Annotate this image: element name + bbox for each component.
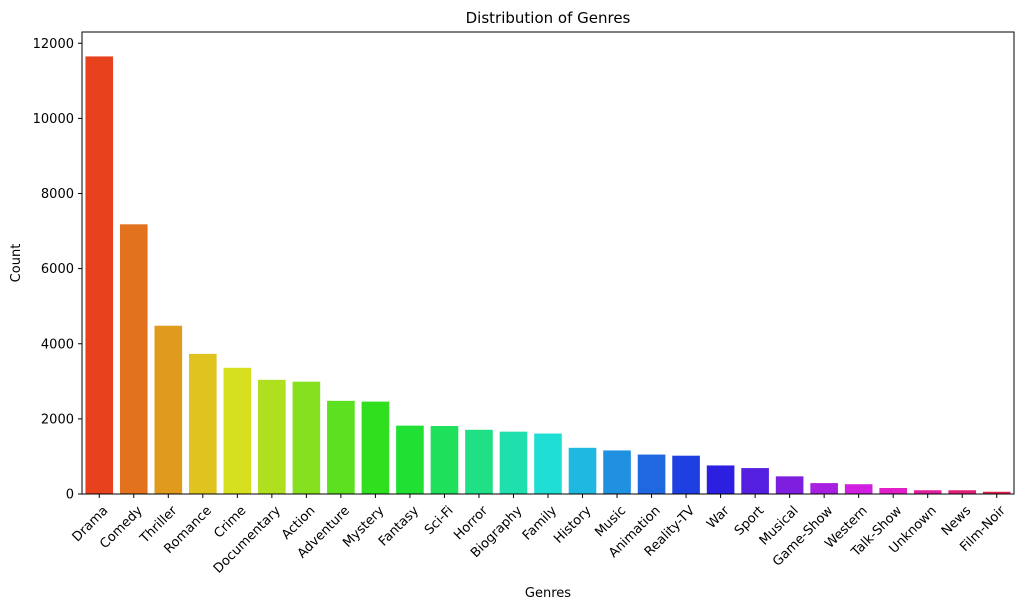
y-tick-label: 0: [66, 488, 74, 503]
bar-unknown: [913, 490, 942, 494]
y-tick-label: 8000: [41, 187, 74, 202]
bar-drama: [85, 56, 114, 494]
y-tick-label: 10000: [33, 112, 74, 127]
y-tick-label: 6000: [41, 262, 74, 277]
x-axis: DramaComedyThrillerRomanceCrimeDocumenta…: [70, 494, 1009, 577]
bar-fantasy: [396, 425, 424, 494]
bar-romance: [189, 353, 217, 494]
bar-family: [534, 433, 562, 494]
y-tick-label: 2000: [41, 412, 74, 427]
y-axis-title: Count: [9, 244, 24, 283]
bar-news: [948, 490, 977, 494]
y-axis: 0 2000 4000 6000 8000 10000 12000: [33, 37, 82, 503]
bar-reality-tv: [672, 455, 700, 494]
x-tick-label: War: [704, 503, 733, 532]
bar-comedy: [119, 224, 148, 494]
bar-talk-show: [879, 487, 907, 494]
y-tick-label: 4000: [41, 337, 74, 352]
bar-mystery: [361, 401, 390, 494]
chart-title: Distribution of Genres: [466, 9, 631, 27]
bar-horror: [465, 429, 493, 494]
bar-war: [706, 465, 735, 494]
x-tick-label: History: [551, 503, 595, 547]
bar-musical: [775, 476, 804, 494]
bar-crime: [223, 367, 252, 494]
bars: [85, 56, 1011, 494]
bar-biography: [499, 431, 528, 494]
bar-game-show: [810, 483, 838, 494]
x-axis-title: Genres: [525, 586, 571, 601]
bar-sport: [741, 468, 769, 494]
y-tick-label: 12000: [33, 37, 74, 52]
plot-frame: [81, 31, 1015, 495]
bar-music: [603, 450, 631, 494]
bar-thriller: [154, 325, 183, 494]
bar-action: [292, 381, 321, 494]
bar-animation: [637, 454, 666, 494]
bar-western: [844, 484, 873, 494]
bar-documentary: [258, 379, 286, 494]
bar-film-noir: [982, 491, 1011, 494]
bar-sci-fi: [430, 426, 459, 494]
bar-history: [568, 447, 597, 494]
bar-adventure: [327, 400, 355, 494]
